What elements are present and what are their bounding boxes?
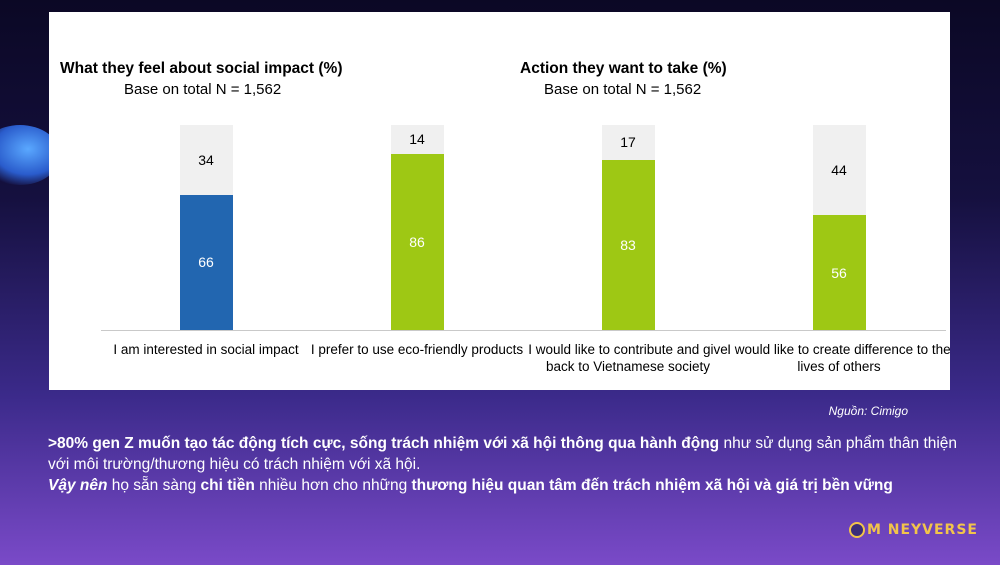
bar-value-label: 86	[409, 233, 425, 250]
body-line2-bold1: chi tiền	[200, 477, 255, 494]
bar-stack: 14 86	[390, 125, 444, 330]
bar-remainder: 44	[812, 125, 866, 216]
bar-remainder-label: 34	[198, 151, 214, 168]
body-line2-italic: Vậy nên	[48, 477, 108, 494]
bar-remainder-label: 14	[409, 131, 425, 148]
category-label: I would like to contribute and give back…	[528, 342, 728, 374]
body-line2-bold2: thương hiệu quan tâm đến trách nhiệm xã …	[411, 477, 893, 494]
chart-panel: What they feel about social impact (%) B…	[49, 12, 951, 390]
bar-value-label: 83	[620, 236, 636, 253]
brand-logo: M NEYVERSE	[848, 522, 978, 538]
body-line2-a: họ sẵn sàng	[107, 477, 201, 494]
bar-remainder-label: 17	[620, 134, 636, 151]
logo-text: M NEYVERSE	[866, 522, 978, 538]
category-label: I prefer to use eco-friendly products	[310, 342, 524, 357]
bar-remainder: 17	[601, 125, 655, 160]
bar-value: 66	[179, 194, 233, 330]
bar-value-label: 56	[831, 264, 847, 281]
chart-title-right: Action they want to take (%)	[520, 60, 727, 77]
source-note: Nguồn: Cimigo	[828, 404, 908, 418]
bar-value: 83	[601, 159, 655, 330]
body-text: >80% gen Z muốn tạo tác động tích cực, s…	[48, 433, 968, 496]
category-label: I would like to create difference to the…	[727, 342, 951, 374]
body-line1-rest: như sử dụng sản phẩm thân thiện với môi …	[48, 435, 958, 473]
bar-value-label: 66	[198, 254, 214, 271]
bar-remainder: 14	[390, 125, 444, 154]
bar-stack: 34 66	[179, 125, 233, 330]
chart-title-left: What they feel about social impact (%)	[60, 60, 343, 77]
category-label: I am interested in social impact	[113, 342, 299, 357]
chart-subtitle-right: Base on total N = 1,562	[544, 81, 702, 98]
bar-remainder-label: 44	[831, 162, 847, 179]
x-axis-line	[101, 330, 946, 331]
bar-value: 86	[390, 153, 444, 330]
chart-subtitle-left: Base on total N = 1,562	[124, 81, 282, 98]
body-line1-bold: >80% gen Z muốn tạo tác động tích cực, s…	[48, 435, 720, 452]
bar-stack: 17 83	[601, 125, 655, 330]
bar-value: 56	[812, 215, 866, 330]
body-line2-b: nhiều hơn cho những	[254, 477, 412, 494]
bar-remainder: 34	[179, 125, 233, 195]
bar-stack: 44 56	[812, 125, 866, 330]
logo-globe-icon	[848, 522, 865, 538]
